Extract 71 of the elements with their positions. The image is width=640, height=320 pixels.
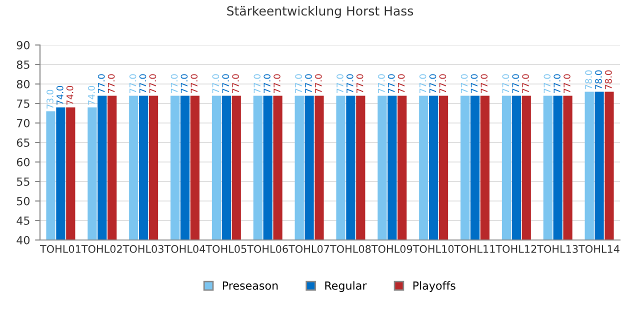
data-label: 77.0 (305, 74, 312, 94)
data-label: 77.0 (315, 74, 322, 94)
x-tick-label: TOHL09 (371, 245, 412, 253)
x-tick-label: TOHL02 (81, 245, 122, 253)
data-label: 74.0 (88, 86, 95, 105)
data-label: 77.0 (439, 74, 446, 94)
y-tick-label: 60 (16, 158, 30, 166)
data-label: 77.0 (264, 74, 270, 94)
data-label: 77.0 (108, 74, 115, 94)
data-label: 77.0 (170, 74, 178, 94)
data-label: 77.0 (346, 74, 354, 94)
data-label: 77.0 (429, 74, 436, 94)
data-label: 77.0 (356, 74, 364, 94)
data-label: 74.0 (66, 86, 74, 105)
x-tick-label: TOHL04 (164, 245, 206, 253)
x-tick-label: TOHL03 (122, 245, 164, 253)
data-label: 77.0 (480, 74, 488, 94)
data-label: 77.0 (470, 74, 478, 94)
chart-title: Stärkeentwicklung Horst Hass (227, 6, 414, 18)
data-label: 77.0 (544, 74, 551, 94)
data-label: 78.0 (595, 70, 602, 90)
y-tick-label: 90 (16, 40, 30, 50)
y-tick-label: 70 (17, 118, 30, 128)
data-label: 78.0 (605, 70, 612, 90)
x-tick-label: TOHL05 (206, 245, 246, 253)
data-label: 77.0 (554, 74, 560, 94)
data-label: 77.0 (274, 74, 280, 94)
legend-label: Playoffs (413, 281, 456, 292)
data-label: 77.0 (336, 74, 344, 94)
x-tick-label: TOHL08 (330, 245, 371, 253)
data-label: 77.0 (129, 74, 136, 94)
data-label: 77.0 (149, 74, 156, 94)
data-label: 77.0 (222, 74, 230, 94)
x-tick-label: TOHL06 (247, 245, 288, 253)
x-tick-label: TOHL07 (288, 245, 330, 253)
data-label: 73.0 (46, 90, 54, 109)
data-label: 77.0 (378, 74, 385, 94)
data-label: 77.0 (180, 74, 188, 94)
x-tick-label: TOHL12 (496, 245, 536, 253)
data-label: 77.0 (522, 74, 529, 94)
data-label: 78.0 (585, 70, 592, 90)
x-tick-label: TOHL11 (454, 245, 495, 253)
data-label: 77.0 (398, 74, 405, 94)
data-label: 77.0 (564, 74, 570, 94)
data-label: 77.0 (502, 74, 510, 94)
y-tick-label: 50 (16, 196, 30, 206)
y-tick-label: 45 (16, 216, 30, 225)
data-label: 77.0 (232, 74, 239, 94)
data-label: 74.0 (56, 86, 64, 105)
data-label: 77.0 (190, 74, 198, 94)
data-label: 77.0 (388, 74, 395, 94)
y-tick-label: 55 (16, 178, 30, 186)
data-label: 77.0 (212, 74, 220, 94)
x-tick-label: TOHL10 (412, 245, 454, 253)
x-tick-label: TOHL13 (537, 245, 578, 253)
data-label: 77.0 (98, 74, 105, 94)
y-tick-label: 80 (16, 80, 30, 88)
data-label: 77.0 (419, 74, 426, 94)
data-label: 77.0 (139, 74, 146, 94)
y-tick-label: 75 (17, 100, 30, 108)
legend-label: Regular (325, 281, 367, 292)
data-label: 77.0 (295, 74, 302, 94)
x-tick-label: TOHL14 (578, 245, 620, 253)
data-label: 77.0 (254, 74, 261, 94)
legend-label: Preseason (222, 282, 278, 290)
x-tick-label: TOHL01 (40, 245, 80, 253)
data-label: 77.0 (512, 74, 520, 94)
y-tick-label: 65 (16, 138, 30, 147)
y-tick-label: 40 (16, 236, 30, 244)
data-label: 77.0 (460, 74, 468, 94)
y-tick-label: 85 (16, 60, 30, 69)
